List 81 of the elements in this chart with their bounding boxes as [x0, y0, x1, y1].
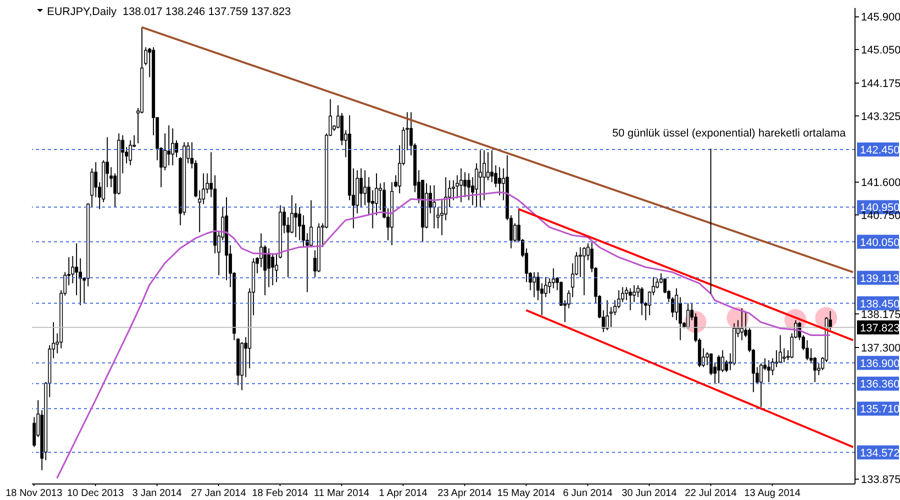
candlestick — [582, 246, 586, 296]
x-tick-label: 30 Jun 2014 — [622, 488, 678, 499]
candlestick — [294, 202, 298, 238]
line-series — [56, 191, 831, 480]
candlestick — [559, 280, 563, 306]
candlestick — [548, 278, 552, 294]
candlestick — [674, 288, 678, 321]
candlestick — [640, 286, 644, 316]
ref-line-label: 140.050 — [860, 236, 900, 249]
candlestick — [767, 360, 770, 383]
candlestick — [374, 172, 378, 216]
candlestick — [717, 354, 720, 384]
candlestick — [632, 284, 636, 303]
candlestick — [740, 308, 744, 341]
candlestick — [163, 132, 167, 171]
candlestick — [782, 348, 786, 363]
candlestick — [709, 352, 713, 376]
candlestick — [474, 162, 478, 208]
candlestick — [686, 302, 690, 329]
y-tick-label: 145.050 — [861, 44, 900, 56]
ref-line-label: 138.450 — [860, 298, 900, 310]
ref-line-label: 137.823 — [860, 322, 900, 334]
x-tick-label: 22 Jul 2014 — [684, 488, 738, 499]
y-tick-label: 138.175 — [861, 308, 900, 321]
candlestick — [302, 214, 306, 248]
candlestick — [478, 150, 482, 208]
y-tick-label: 133.875 — [861, 474, 900, 486]
candlestick — [720, 350, 724, 373]
candlestick — [486, 152, 490, 181]
ref-line-label: 142.450 — [860, 144, 900, 156]
x-tick-label: 27 Jan 2014 — [190, 488, 246, 499]
candlestick — [532, 272, 536, 298]
y-tick-label: 144.175 — [861, 78, 900, 90]
candlestick — [298, 206, 302, 241]
ref-line-label: 136.360 — [860, 378, 900, 391]
x-tick-label: 23 Apr 2014 — [438, 488, 492, 499]
candlestick — [267, 248, 270, 288]
candlestick — [432, 184, 436, 229]
candlestick — [359, 168, 363, 208]
y-tick-label: 141.600 — [861, 177, 900, 190]
candlestick — [467, 172, 470, 201]
x-tick-label: 15 May 2014 — [497, 488, 556, 499]
chart-title: EURJPY,Daily 138.017 138.246 137.759 137.823 — [47, 6, 291, 18]
candlestick — [290, 194, 294, 234]
candlestick — [90, 168, 94, 208]
candlestick — [613, 300, 617, 316]
candlestick — [171, 128, 174, 166]
candlestick — [552, 268, 556, 289]
candlestick — [459, 168, 463, 203]
x-tick-label: 3 Jan 2014 — [132, 488, 182, 499]
ref-line-label: 139.113 — [860, 272, 899, 285]
y-tick-label: 143.325 — [861, 110, 900, 123]
candlestick — [628, 288, 632, 311]
x-tick-label: 13 Aug 2014 — [744, 488, 801, 499]
x-tick-label: 1 Apr 2014 — [378, 488, 428, 499]
candlestick — [74, 242, 78, 296]
candlestick — [271, 252, 274, 286]
x-tick-label: 6 Jun 2014 — [562, 488, 613, 499]
candlestick — [128, 140, 132, 166]
ref-line-label: 135.710 — [860, 404, 900, 416]
candlestick — [606, 300, 609, 331]
candlestick — [536, 272, 540, 301]
y-tick-label: 145.900 — [861, 12, 900, 24]
candlestick — [167, 124, 170, 166]
ref-line-label: 134.572 — [860, 447, 900, 460]
candlestick — [498, 166, 502, 196]
candlestick — [778, 334, 782, 364]
candlestick — [609, 306, 613, 328]
y-tick-label: 137.300 — [861, 342, 900, 354]
candlestick — [463, 172, 467, 198]
x-tick-label: 18 Feb 2014 — [252, 488, 309, 499]
candlestick — [578, 246, 582, 278]
x-tick-label: 11 Mar 2014 — [314, 488, 370, 499]
candlestick — [813, 356, 817, 383]
annotation: 50 günlük üssel (exponential) hareketli ortalama — [612, 128, 847, 140]
candlestick — [759, 362, 763, 408]
x-tick-label: 18 Nov 2013 — [6, 488, 63, 499]
ref-line-label: 136.900 — [860, 358, 900, 370]
candlestick — [490, 150, 494, 183]
candlestick — [202, 172, 206, 205]
x-tick-label: 10 Dec 2013 — [67, 488, 124, 499]
